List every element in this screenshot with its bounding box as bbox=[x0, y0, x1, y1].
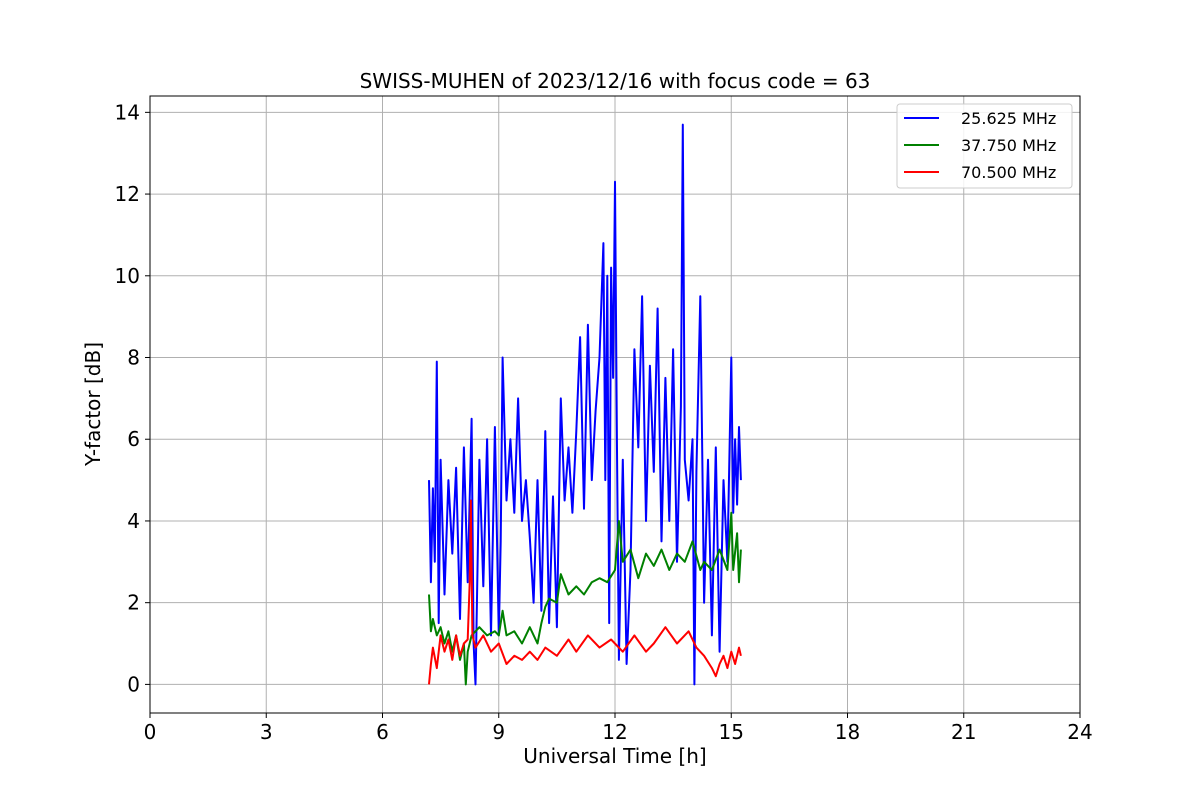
x-tick-label: 18 bbox=[835, 720, 860, 744]
series-layer bbox=[428, 123, 742, 686]
x-tick-label: 9 bbox=[492, 720, 505, 744]
y-axis-label: Y-factor [dB] bbox=[81, 342, 105, 467]
legend-box bbox=[896, 103, 1073, 189]
series-line-2 bbox=[428, 499, 742, 685]
legend: 25.625 MHz 37.750 MHz 70.500 MHz bbox=[896, 103, 1073, 189]
y-tick-label: 10 bbox=[115, 264, 140, 288]
legend-label: 70.500 MHz bbox=[961, 163, 1056, 182]
x-tick-label: 6 bbox=[376, 720, 389, 744]
x-tick-label: 12 bbox=[602, 720, 627, 744]
x-tick-label: 15 bbox=[719, 720, 744, 744]
legend-label: 25.625 MHz bbox=[961, 109, 1056, 128]
y-tick-label: 0 bbox=[127, 672, 140, 696]
x-axis-label: Universal Time [h] bbox=[523, 744, 706, 768]
y-tick-label: 14 bbox=[115, 100, 140, 124]
x-tick-label: 0 bbox=[144, 720, 157, 744]
x-tick-label: 21 bbox=[951, 720, 976, 744]
series-line-0 bbox=[428, 123, 742, 686]
y-tick-label: 12 bbox=[115, 182, 140, 206]
y-tick-label: 6 bbox=[127, 427, 140, 451]
chart-title: SWISS-MUHEN of 2023/12/16 with focus cod… bbox=[360, 69, 871, 93]
legend-label: 37.750 MHz bbox=[961, 136, 1056, 155]
y-tick-label: 8 bbox=[127, 346, 140, 370]
y-tick-label: 2 bbox=[127, 591, 140, 615]
x-tick-label: 24 bbox=[1067, 720, 1092, 744]
y-tick-label: 4 bbox=[127, 509, 140, 533]
x-tick-label: 3 bbox=[260, 720, 273, 744]
